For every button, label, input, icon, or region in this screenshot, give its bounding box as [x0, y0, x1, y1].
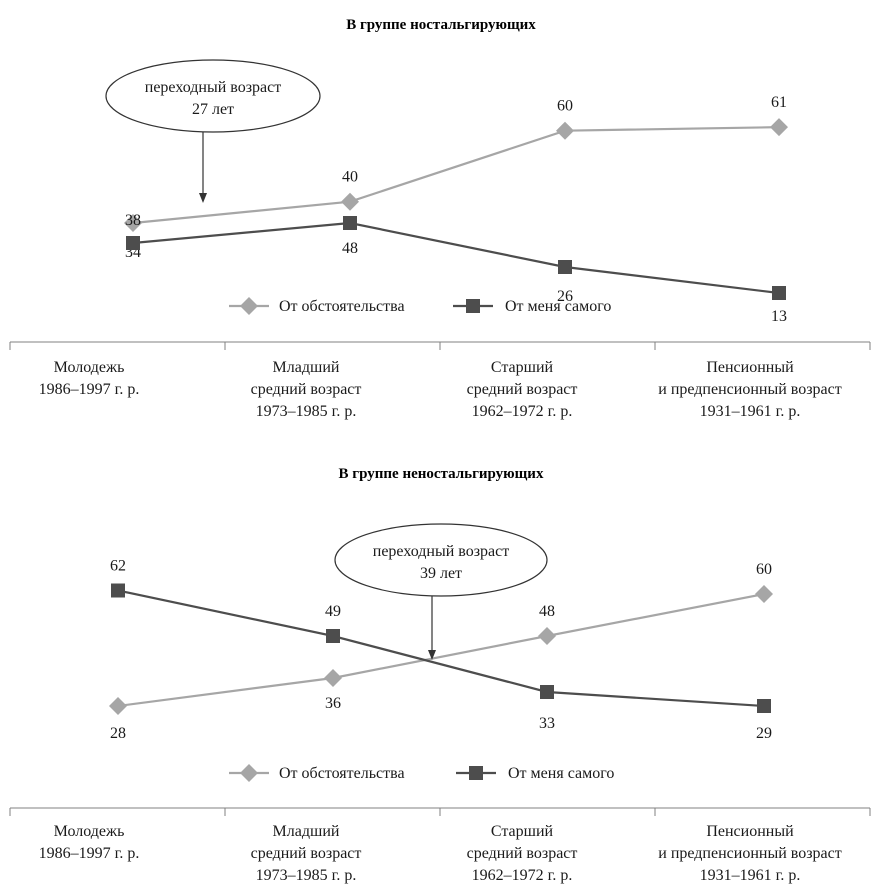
x-tick-label: Младший	[273, 823, 340, 840]
annotation-text: переходный возраст	[373, 543, 509, 560]
legend-label: От обстоятельства	[279, 765, 405, 782]
x-tick-label: Молодежь	[54, 823, 125, 840]
x-tick-label: 1931–1961 г. р.	[700, 867, 801, 884]
data-label: 36	[325, 695, 341, 712]
annotation-text: 27 лет	[192, 101, 234, 118]
x-tick-label: 1986–1997 г. р.	[39, 381, 140, 398]
x-tick-label: и предпенсионный возраст	[658, 381, 841, 398]
data-point-diamond	[124, 214, 142, 232]
x-tick-label: средний возраст	[251, 381, 362, 398]
data-label: 48	[342, 240, 358, 257]
data-label: 60	[557, 98, 573, 115]
annotation-arrowhead	[428, 650, 436, 660]
x-tick-label: 1931–1961 г. р.	[700, 403, 801, 420]
series-line-circumstances	[117, 592, 765, 708]
data-point-square	[111, 583, 125, 598]
x-tick-label: Молодежь	[54, 359, 125, 376]
x-tick-label: Старший	[491, 359, 554, 376]
legend-label: От меня самого	[505, 298, 611, 315]
data-label: 29	[756, 725, 772, 742]
x-tick-label: и предпенсионный возраст	[658, 845, 841, 862]
data-point-diamond	[755, 585, 773, 603]
annotation-text: 39 лет	[420, 565, 462, 582]
data-point-diamond	[240, 297, 258, 315]
data-label: 33	[539, 715, 555, 732]
data-point-square	[558, 260, 572, 274]
x-tick-label: средний возраст	[467, 381, 578, 398]
data-point-diamond	[341, 192, 359, 211]
data-label: 60	[756, 561, 772, 578]
data-point-square	[757, 699, 771, 713]
series-line-circumstances	[132, 126, 780, 225]
data-point-square	[343, 216, 357, 230]
x-tick-label: 1962–1972 г. р.	[472, 867, 573, 884]
data-label: 61	[771, 94, 787, 111]
x-tick-label: Старший	[491, 823, 554, 840]
x-tick-label: 1973–1985 г. р.	[256, 867, 357, 884]
annotation-text: переходный возраст	[145, 79, 281, 96]
data-point-diamond	[109, 697, 127, 715]
data-point-diamond	[324, 669, 342, 687]
data-label: 48	[539, 603, 555, 620]
x-tick-label: Младший	[273, 359, 340, 376]
data-label: 62	[110, 558, 126, 575]
data-point-diamond	[556, 121, 574, 140]
x-tick-label: средний возраст	[251, 845, 362, 862]
annotation-ellipse	[105, 59, 321, 133]
data-point-diamond	[770, 118, 788, 137]
chart-title: В группе ностальгирующих	[346, 17, 536, 33]
legend-label: От обстоятельства	[279, 298, 405, 315]
data-point-diamond	[240, 764, 258, 782]
data-point-square	[772, 286, 786, 300]
data-label: 38	[125, 212, 141, 229]
data-label: 28	[110, 725, 126, 742]
data-point-square	[126, 236, 140, 250]
data-point-square	[469, 766, 483, 780]
data-point-square	[326, 629, 340, 643]
legend-label: От меня самого	[508, 765, 614, 782]
chart-non-nostalgic: В группе неностальгирующих 28 36 48 60 62 49 3…	[9, 466, 871, 884]
x-tick-label: средний возраст	[467, 845, 578, 862]
annotation-ellipse	[334, 523, 548, 597]
x-tick-label: 1986–1997 г. р.	[39, 845, 140, 862]
chart-title: В группе неностальгирующих	[339, 466, 544, 482]
series-line-self	[117, 589, 765, 708]
data-label: 26	[557, 288, 573, 305]
data-point-square	[466, 299, 480, 313]
x-tick-label: Пенсионный	[706, 823, 794, 840]
x-tick-label: 1973–1985 г. р.	[256, 403, 357, 420]
data-point-diamond	[538, 627, 556, 645]
data-label: 40	[342, 169, 358, 186]
x-tick-label: Пенсионный	[706, 359, 794, 376]
data-label: 13	[771, 308, 787, 325]
x-tick-label: 1962–1972 г. р.	[472, 403, 573, 420]
data-label: 49	[325, 603, 341, 620]
data-point-square	[540, 685, 554, 699]
annotation-arrowhead	[199, 193, 207, 203]
series-line-self	[132, 221, 780, 295]
